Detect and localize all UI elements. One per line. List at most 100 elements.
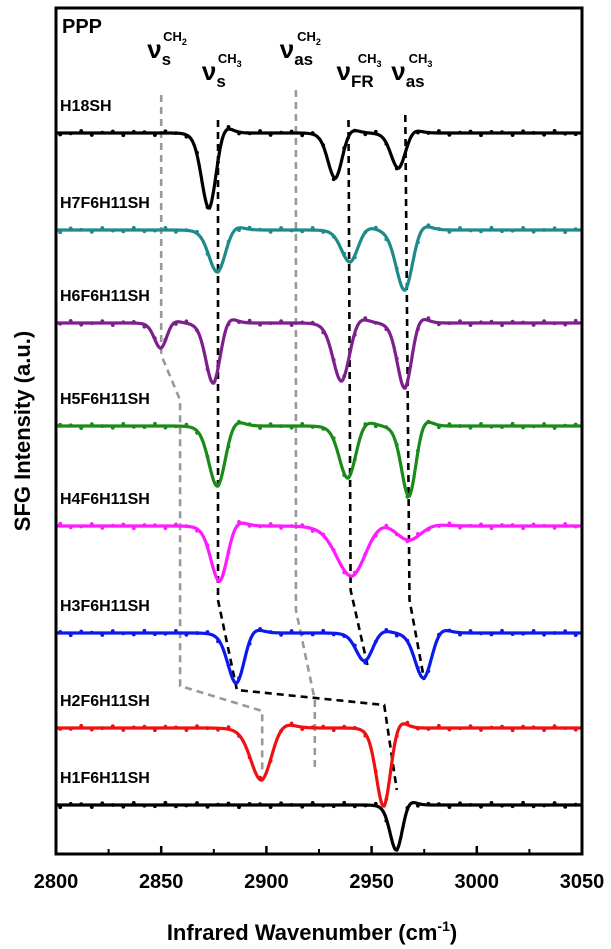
data-point [310, 801, 315, 805]
data-point [79, 723, 84, 728]
data-point [142, 523, 147, 527]
data-point [479, 229, 483, 234]
data-point [226, 725, 231, 729]
data-point [121, 422, 126, 426]
data-point [58, 230, 63, 235]
data-point [58, 630, 63, 634]
data-point [300, 727, 305, 731]
data-point [373, 225, 378, 230]
data-point [195, 724, 199, 728]
data-point [163, 338, 168, 342]
data-point [563, 805, 568, 809]
data-point [174, 804, 178, 809]
data-point [205, 726, 210, 731]
data-point [521, 724, 525, 729]
guide-line [347, 119, 369, 666]
data-point [489, 225, 494, 230]
data-point [447, 628, 452, 633]
data-point [437, 425, 441, 430]
data-point [437, 632, 441, 637]
data-point [394, 266, 399, 271]
data-point [468, 129, 473, 134]
data-point [479, 804, 483, 809]
mode-label: νasCH2 [280, 29, 321, 69]
data-point [479, 422, 483, 426]
x-axis-label-sup: -1 [437, 918, 450, 934]
data-point [479, 522, 483, 527]
data-point [384, 797, 389, 801]
data-point [542, 803, 546, 808]
data-point [437, 723, 441, 728]
data-point [153, 804, 157, 809]
data-point [331, 632, 336, 637]
data-point [405, 282, 410, 287]
data-point [205, 252, 210, 256]
data-point [184, 319, 189, 324]
data-point [384, 628, 389, 632]
data-point [489, 725, 494, 730]
data-point [416, 240, 420, 245]
data-point [121, 728, 126, 732]
data-point [131, 526, 136, 531]
data-point [458, 632, 462, 637]
data-point [310, 320, 315, 325]
data-point [342, 374, 347, 378]
data-point [352, 643, 357, 648]
data-point [479, 133, 483, 138]
guide-line [404, 114, 426, 681]
data-point [268, 422, 273, 427]
data-point [247, 802, 252, 806]
data-point [258, 322, 262, 327]
data-point [247, 524, 252, 528]
data-point [100, 801, 105, 806]
data-point [268, 630, 273, 634]
data-point [153, 728, 157, 733]
data-point [195, 150, 199, 155]
data-point [500, 523, 504, 527]
data-point [289, 425, 294, 430]
series-labels: H18SH H7F6H11SH H6F6H11SH H5F6H11SH H4F6H11S… [60, 98, 150, 787]
data-point [342, 724, 347, 729]
data-point [373, 321, 378, 325]
data-point [310, 226, 315, 230]
data-point [426, 801, 431, 806]
data-point [542, 319, 546, 323]
data-point [163, 724, 168, 729]
data-point [258, 627, 262, 631]
data-point [142, 628, 147, 633]
data-point [310, 529, 315, 533]
data-point [373, 801, 378, 806]
x-axis-label-close: ) [450, 920, 457, 945]
data-point [405, 539, 410, 544]
data-point [279, 526, 283, 530]
data-point [279, 319, 283, 324]
data-point [342, 634, 347, 638]
data-point [247, 318, 252, 323]
data-point [237, 419, 241, 424]
data-point [458, 226, 462, 230]
data-point [205, 367, 210, 372]
data-point [89, 133, 94, 137]
data-point [131, 225, 136, 230]
data-point [426, 131, 431, 135]
data-point [373, 769, 378, 774]
data-point [384, 327, 389, 332]
data-point [58, 132, 63, 137]
data-point [573, 318, 578, 323]
data-point [184, 803, 189, 808]
data-point [321, 330, 326, 335]
data-point [563, 131, 568, 136]
data-point [500, 323, 504, 328]
guide-lines [159, 90, 426, 791]
data-point [110, 724, 115, 728]
data-point [542, 632, 546, 637]
data-point [121, 804, 126, 809]
data-point [331, 358, 336, 362]
data-point [542, 728, 546, 732]
data-point [216, 802, 220, 807]
data-point [458, 801, 462, 806]
data-point [321, 427, 326, 431]
data-point [205, 454, 210, 459]
data-point [121, 133, 126, 138]
data-point [205, 543, 210, 548]
